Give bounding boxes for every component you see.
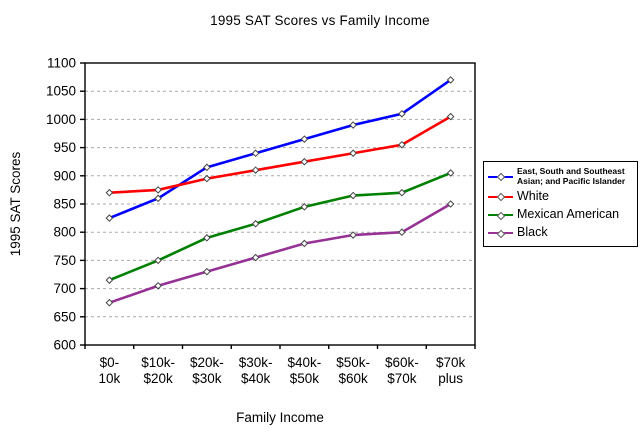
series-line <box>108 171 452 282</box>
y-axis-title: 1995 SAT Scores <box>8 151 23 256</box>
y-tick-label: 600 <box>53 338 76 353</box>
data-point-marker <box>398 228 406 237</box>
x-tick-label: $70k <box>387 371 417 386</box>
legend-line-marker-icon <box>488 211 513 220</box>
x-tick-label: 10k <box>98 371 120 386</box>
x-tick-label: $60k <box>338 371 368 386</box>
x-tick-label: $30k- <box>239 355 273 370</box>
data-point-marker <box>154 256 162 265</box>
data-point-marker <box>105 298 114 307</box>
legend-line-marker-icon <box>488 172 513 182</box>
legend-label: White <box>517 189 549 204</box>
legend-item-white: White <box>488 189 635 205</box>
data-point-marker <box>349 191 357 200</box>
data-point-marker <box>398 140 406 149</box>
x-tick-label: plus <box>438 371 463 386</box>
chart-legend: East, South and Southeast Asian; and Pac… <box>483 161 638 247</box>
x-tick-label: $20k <box>143 371 173 386</box>
legend-label: East, South and Southeast Asian; and Pac… <box>517 166 626 186</box>
data-point-marker <box>251 219 260 228</box>
x-tick-label: $40k- <box>287 355 321 370</box>
data-point-marker <box>446 169 455 177</box>
series-line <box>109 115 452 195</box>
data-point-marker <box>300 135 309 143</box>
legend-label: Mexican American <box>517 207 620 222</box>
data-point-marker <box>154 281 162 290</box>
data-point-marker <box>349 121 357 129</box>
series-line <box>108 78 452 220</box>
data-point-marker <box>105 214 114 222</box>
x-tick-label: $70k <box>436 355 466 370</box>
data-point-marker <box>203 267 211 276</box>
y-tick-label: 1050 <box>46 84 76 99</box>
data-point-marker <box>300 203 309 211</box>
data-point-marker <box>398 188 406 197</box>
data-point-marker <box>154 194 162 203</box>
x-tick-label: $20k- <box>190 355 224 370</box>
y-tick-label: 700 <box>53 281 76 296</box>
data-point-marker <box>446 76 455 84</box>
x-tick-label: $60k- <box>385 355 419 370</box>
data-point-marker <box>398 109 406 118</box>
y-tick-label: 1100 <box>47 56 76 71</box>
chart-title: 1995 SAT Scores vs Family Income <box>210 13 430 28</box>
data-point-marker <box>105 276 114 284</box>
y-tick-label: 950 <box>53 140 76 155</box>
data-point-marker <box>349 231 357 239</box>
legend-line-marker-icon <box>488 192 513 202</box>
x-axis-title: Family Income <box>236 410 324 425</box>
x-tick-label: $0- <box>100 355 120 370</box>
x-tick-label: $40k <box>241 371 271 386</box>
y-tick-label: 650 <box>53 309 76 324</box>
y-tick-label: 850 <box>53 197 76 212</box>
series-line <box>108 202 452 304</box>
x-tick-label: $50k- <box>336 355 370 370</box>
x-tick-label: $50k <box>290 371 320 386</box>
data-point-marker <box>349 149 357 158</box>
data-point-marker <box>446 112 455 121</box>
data-point-marker <box>154 186 162 194</box>
y-tick-label: 1000 <box>46 112 76 127</box>
data-point-marker <box>203 174 211 183</box>
data-point-marker <box>105 188 114 197</box>
data-point-marker <box>251 166 260 174</box>
legend-label: Black <box>517 225 548 240</box>
data-point-marker <box>300 157 309 166</box>
data-point-marker <box>203 163 211 172</box>
data-point-marker <box>251 253 260 262</box>
legend-line-marker-icon <box>488 229 513 238</box>
data-point-marker <box>251 149 260 158</box>
y-tick-label: 750 <box>53 253 76 268</box>
y-tick-label: 900 <box>53 168 76 183</box>
data-point-marker <box>300 239 309 248</box>
data-point-marker <box>203 234 211 242</box>
data-point-marker <box>446 200 455 208</box>
legend-item-black: Black <box>488 225 635 241</box>
x-tick-label: $10k- <box>141 355 175 370</box>
legend-item-mexican-american: Mexican American <box>488 207 635 223</box>
legend-item-asian-pacific-islander: East, South and Southeast Asian; and Pac… <box>488 166 635 187</box>
x-tick-label: $30k <box>192 371 222 386</box>
y-tick-label: 800 <box>53 225 76 240</box>
